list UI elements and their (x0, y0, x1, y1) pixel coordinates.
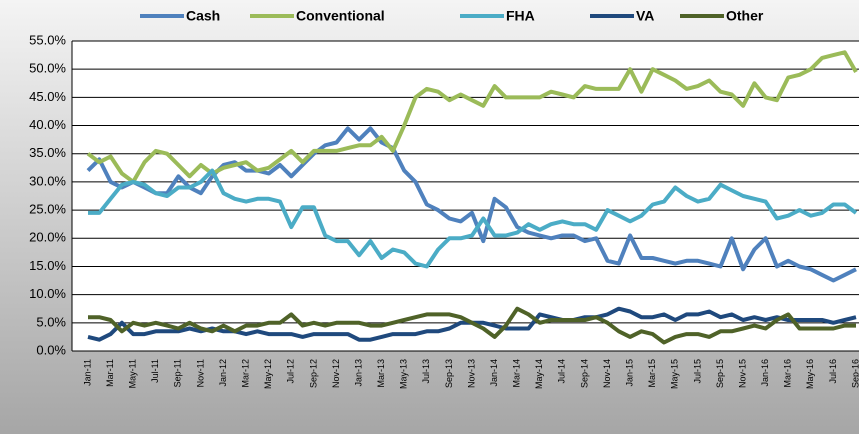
x-tick-label: Nov-12 (331, 359, 341, 388)
x-tick-label: May-14 (534, 359, 544, 389)
x-tick-label: Mar-14 (512, 359, 522, 388)
x-tick-label: May-11 (128, 359, 138, 388)
legend-label: FHA (506, 8, 535, 24)
x-tick-label: Sep-16 (850, 359, 859, 388)
x-tick-label: Sep-15 (715, 359, 725, 388)
x-tick-label: Jan-12 (218, 359, 228, 387)
legend-label: Conventional (296, 8, 385, 24)
y-tick-label: 35.0% (29, 145, 66, 160)
y-tick-label: 15.0% (29, 258, 66, 273)
x-tick-label: Jan-13 (353, 359, 363, 387)
x-tick-label: Jan-15 (624, 359, 634, 387)
legend-label: VA (636, 8, 654, 24)
y-tick-label: 50.0% (29, 61, 66, 76)
x-tick-label: May-12 (263, 359, 273, 389)
series-line (88, 306, 856, 345)
x-tick-label: Mar-16 (783, 359, 793, 388)
y-tick-label: 20.0% (29, 230, 66, 245)
y-tick-label: 45.0% (29, 89, 66, 104)
x-tick-label: Sep-14 (579, 359, 589, 388)
x-tick-label: Jul-16 (828, 359, 838, 384)
y-tick-label: 0.0% (36, 342, 66, 357)
x-tick-label: Jan-16 (760, 359, 770, 387)
x-tick-label: Mar-12 (240, 359, 250, 388)
series-line (86, 50, 858, 184)
x-tick-label: Nov-14 (602, 359, 612, 388)
x-tick-label: Mar-13 (376, 359, 386, 388)
x-tick-label: Sep-13 (444, 359, 454, 388)
y-tick-label: 30.0% (29, 173, 66, 188)
y-tick-label: 25.0% (29, 202, 66, 217)
x-tick-label: Jan-11 (82, 359, 92, 386)
x-tick-label: Nov-15 (737, 359, 747, 388)
legend-label: Other (726, 8, 764, 24)
x-tick-label: May-13 (399, 359, 409, 389)
y-tick-label: 10.0% (29, 286, 66, 301)
x-tick-label: Jul-11 (150, 359, 160, 383)
x-tick-label: Sep-12 (308, 359, 318, 388)
x-tick-label: Jul-15 (692, 359, 702, 384)
y-tick-label: 55.0% (29, 32, 66, 47)
x-tick-label: Nov-13 (466, 359, 476, 388)
x-tick-label: Jul-14 (557, 359, 567, 384)
x-tick-label: Nov-11 (195, 359, 205, 387)
y-tick-label: 5.0% (36, 314, 66, 329)
x-tick-label: May-15 (670, 359, 680, 389)
legend-label: Cash (186, 8, 220, 24)
x-tick-label: Mar-15 (647, 359, 657, 388)
x-tick-label: Jul-13 (421, 359, 431, 384)
series-line (88, 168, 858, 269)
y-tick-label: 40.0% (29, 117, 66, 132)
x-tick-label: May-16 (805, 359, 815, 389)
x-tick-label: Jul-12 (286, 359, 296, 384)
x-tick-label: Sep-11 (173, 359, 183, 387)
x-tick-label: Jan-14 (489, 359, 499, 387)
x-tick-label: Mar-11 (105, 359, 115, 387)
